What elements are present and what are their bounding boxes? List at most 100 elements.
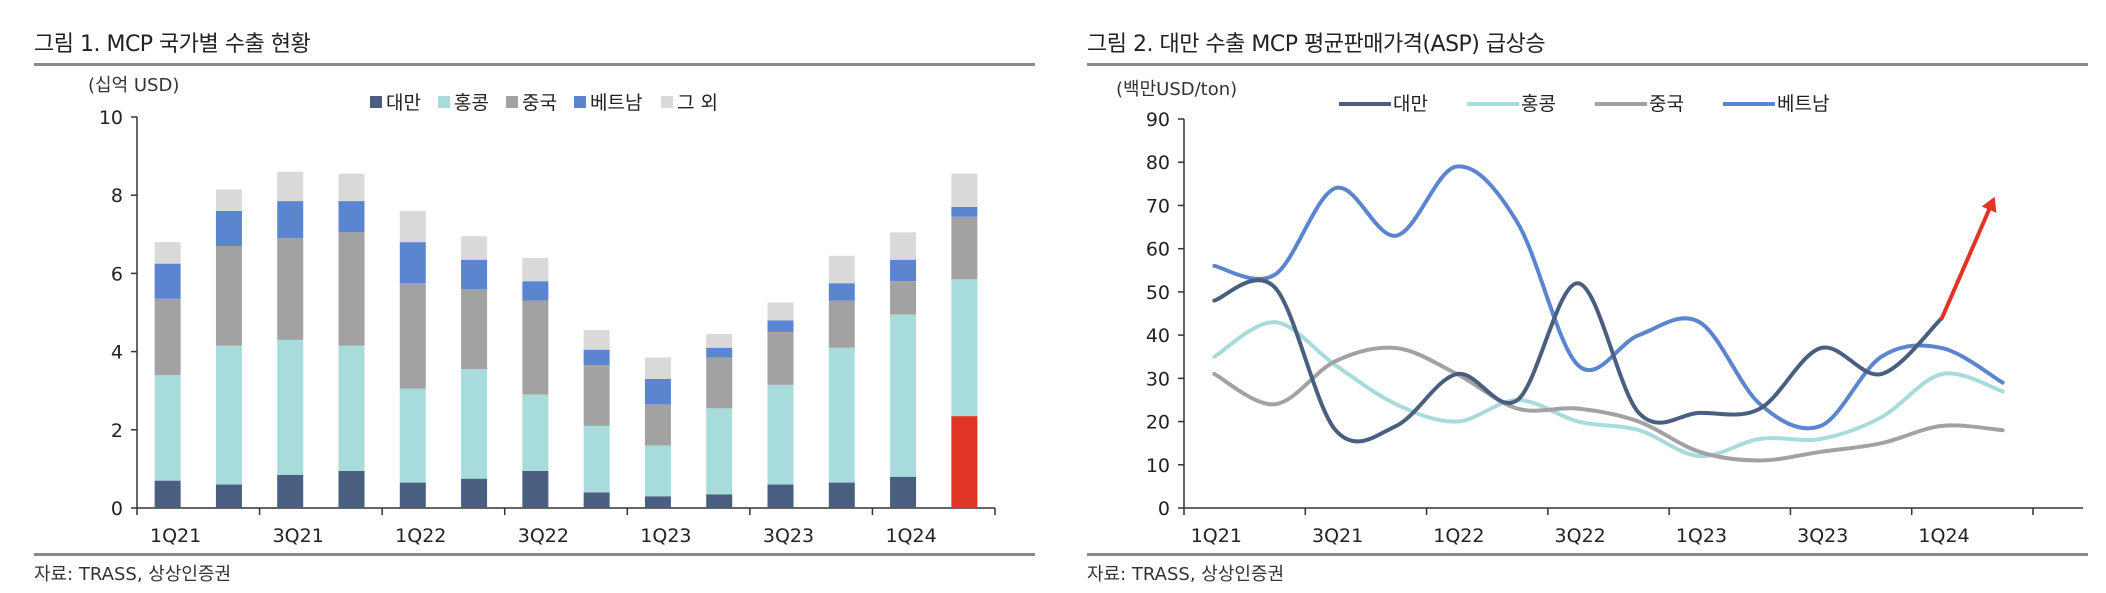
y-tick-label: 0 — [1158, 498, 1170, 520]
x-tick-label: 1Q23 — [1676, 525, 1727, 547]
bar-segment — [277, 474, 304, 508]
bar-segment — [583, 365, 610, 426]
bar-segment — [154, 375, 181, 481]
bar-segment — [215, 246, 242, 346]
chart-title: 그림 2. 대만 수출 MCP 평균판매가격(ASP) 급상승 — [1087, 32, 1546, 57]
bar-segment — [461, 289, 488, 370]
bar-segment — [399, 283, 426, 389]
x-tick-label: 1Q22 — [1433, 525, 1484, 547]
bar-segment — [399, 388, 426, 483]
bar-segment — [767, 320, 794, 333]
y-tick-label: 2 — [111, 420, 123, 442]
x-tick-label: 1Q21 — [150, 525, 201, 547]
legend-label: 홍콩 — [1521, 93, 1556, 115]
y-tick-label: 6 — [111, 263, 123, 285]
bar-segment — [583, 349, 610, 366]
x-tick-label: 1Q21 — [1191, 525, 1242, 547]
highlight-arrow-head — [1981, 196, 1997, 213]
y-tick-label: 50 — [1146, 282, 1170, 304]
series-line — [1212, 164, 2005, 431]
bar-segment — [767, 332, 794, 385]
bar-segment — [706, 494, 733, 508]
legend-swatch — [438, 96, 450, 108]
source-note: 자료: TRASS, 상상인증권 — [34, 564, 232, 585]
stacked-bar-chart: (십억 USD) 0 2 4 6 8 10 1Q21 3Q21 1Q22 3Q22 1Q23 3Q23 1… — [88, 75, 996, 547]
left-panel: 그림 1. MCP 국가별 수출 현황 (십억 USD) 0 2 4 6 8 10 1Q21 3… — [34, 32, 1035, 585]
bar-segment — [522, 470, 549, 508]
bar-segment — [644, 496, 671, 508]
series-line — [1212, 320, 2005, 459]
chart-title: 그림 1. MCP 국가별 수출 현황 — [34, 32, 311, 57]
x-tick-label: 3Q23 — [1797, 525, 1848, 547]
bar-segment — [890, 232, 917, 260]
highlight-arrow-shaft — [1940, 207, 1992, 320]
bar-segment — [338, 232, 365, 346]
line-chart: (백만USD/ton) 0 10 20 30 40 50 60 70 80 90 1Q21 3Q21 1Q… — [1116, 79, 2083, 547]
x-tick-label: 1Q24 — [885, 525, 936, 547]
y-axis-unit: (백만USD/ton) — [1116, 79, 1237, 100]
bar-segment — [154, 298, 181, 376]
bar-segment — [399, 482, 426, 508]
x-tick-label: 1Q22 — [395, 525, 446, 547]
title-divider — [1087, 63, 2088, 66]
y-tick-label: 80 — [1146, 152, 1170, 174]
legend-label: 대만 — [386, 92, 421, 114]
legend-label: 그 외 — [677, 92, 718, 114]
bar-segment — [951, 173, 978, 207]
bar-segment — [951, 279, 978, 417]
title-divider — [34, 63, 1035, 66]
y-tick-label: 0 — [111, 498, 123, 520]
bar-segment — [215, 345, 242, 485]
bar-segment — [583, 425, 610, 493]
bar-segment — [890, 259, 917, 282]
legend-label: 중국 — [522, 92, 557, 114]
legend-swatch — [661, 96, 673, 108]
y-tick-label: 90 — [1146, 109, 1170, 131]
y-tick-label: 8 — [111, 185, 123, 207]
bar-segment — [215, 484, 242, 508]
x-tick-label: 3Q22 — [518, 525, 569, 547]
bar-segment — [215, 210, 242, 247]
bar-segment — [828, 300, 855, 348]
footer-divider — [34, 553, 1035, 556]
bar-segment — [706, 357, 733, 409]
legend-label: 대만 — [1393, 93, 1428, 115]
bar-segment — [522, 394, 549, 471]
bar-segment — [890, 314, 917, 477]
bar-segment — [706, 334, 733, 348]
series-line — [1212, 345, 2005, 463]
y-tick-label: 10 — [99, 107, 123, 129]
bar-segment — [706, 347, 733, 358]
bar-segment — [338, 470, 365, 508]
x-tick-label: 3Q22 — [1555, 525, 1606, 547]
bar-segment — [338, 345, 365, 471]
bar-segment — [890, 476, 917, 508]
legend-label: 베트남 — [1777, 93, 1829, 115]
bar-segment — [583, 330, 610, 350]
bar-segment — [951, 216, 978, 280]
legend-swatch — [506, 96, 518, 108]
legend-swatch — [370, 96, 382, 108]
bar-segment — [706, 408, 733, 495]
bar-segment — [399, 210, 426, 243]
bar-segment — [767, 384, 794, 485]
y-tick-label: 10 — [1146, 455, 1170, 477]
x-tick-label: 3Q21 — [1312, 525, 1363, 547]
bar-segment — [828, 255, 855, 284]
bar-segment — [644, 357, 671, 379]
y-axis-unit: (십억 USD) — [88, 75, 179, 96]
bar-segment — [828, 482, 855, 508]
bar-segment — [644, 445, 671, 497]
legend-label: 중국 — [1649, 93, 1684, 115]
y-tick-label: 20 — [1146, 412, 1170, 434]
source-note: 자료: TRASS, 상상인증권 — [1087, 564, 1285, 585]
bar-segment — [951, 206, 978, 217]
bar-segment — [154, 263, 181, 299]
bar-segment — [767, 302, 794, 321]
legend-swatch — [574, 96, 586, 108]
bar-segment — [522, 281, 549, 301]
y-tick-label: 30 — [1146, 368, 1170, 390]
bar-segment — [828, 283, 855, 301]
y-tick-label: 40 — [1146, 325, 1170, 347]
bar-segment — [154, 242, 181, 264]
